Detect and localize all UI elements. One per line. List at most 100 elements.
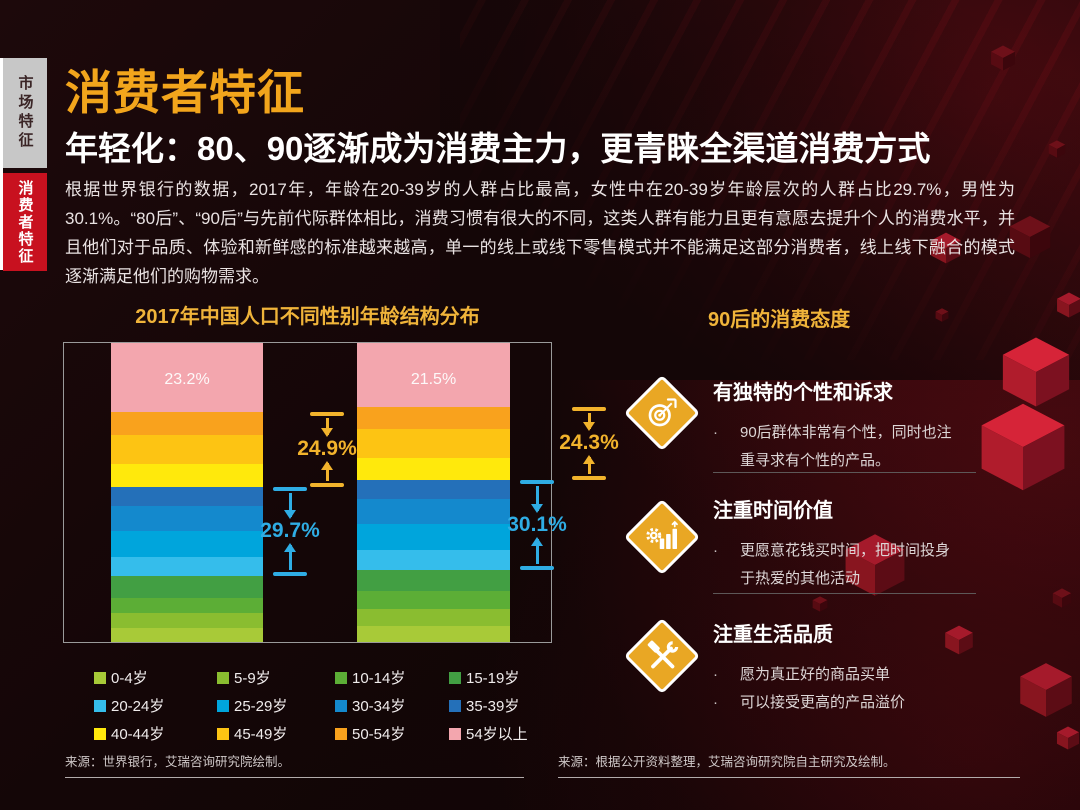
source-note-chart: 来源：世界银行，艾瑞咨询研究院绘制。 — [65, 755, 291, 769]
legend-label: 30-34岁 — [352, 698, 406, 715]
legend-label: 20-24岁 — [111, 698, 165, 715]
annotation-bracket-female-40-54: 24.9% — [295, 411, 359, 487]
legend-label: 35-39岁 — [466, 698, 520, 715]
annotation-value: 30.1% — [507, 513, 567, 537]
legend-item-45-49岁: 45-49岁 — [217, 722, 335, 745]
bullet-dot: · — [713, 694, 718, 711]
legend-swatch — [217, 727, 229, 740]
page-title: 消费者特征 — [65, 66, 305, 119]
bullet-item: · 更愿意花钱买时间，把时间投身于热爱的其他活动 — [713, 537, 983, 593]
arrow-up-icon — [288, 545, 292, 571]
sidebar-edge-strip — [0, 58, 3, 270]
cube-icon — [1048, 140, 1066, 158]
bar-segment-30-34岁 — [111, 505, 263, 532]
bar-segment-15-19岁 — [111, 575, 263, 598]
legend-swatch — [449, 699, 461, 712]
legend-item-10-14岁: 10-14岁 — [335, 666, 449, 689]
legend-label: 0-4岁 — [111, 670, 148, 687]
bracket-cap — [310, 411, 344, 416]
annotation-value: 24.9% — [297, 437, 357, 461]
bar-segment-50-54岁 — [111, 412, 263, 436]
attitude-heading: 有独特的个性和诉求 — [713, 382, 893, 404]
cube-icon — [1009, 215, 1051, 259]
legend-swatch — [335, 727, 347, 740]
attitude-divider — [713, 472, 976, 473]
legend-item-20-24岁: 20-24岁 — [94, 694, 217, 717]
cube-icon — [1002, 337, 1070, 407]
annotation-bracket-male-20-39: 30.1% — [505, 479, 569, 571]
bracket-cap — [310, 482, 344, 487]
annotation-bracket-female-20-39: 29.7% — [258, 486, 322, 577]
cube-icon — [845, 534, 905, 596]
bar-segment-25-29岁 — [357, 524, 510, 551]
bar-segment-20-24岁 — [111, 557, 263, 576]
annotation-value: 24.3% — [559, 431, 619, 455]
bar-female: 23.2% — [111, 343, 263, 642]
legend-item-25-29岁: 25-29岁 — [217, 694, 335, 717]
legend-label: 50-54岁 — [352, 726, 406, 743]
bar-segment-35-39岁 — [357, 479, 510, 500]
cube-icon — [1057, 292, 1080, 318]
attitude-bullets: · 更愿意花钱买时间，把时间投身于热爱的其他活动 — [713, 537, 983, 593]
legend-label: 45-49岁 — [234, 726, 288, 743]
bullet-dot: · — [713, 542, 718, 559]
arrow-up-icon — [587, 457, 591, 474]
attitude-item-time-value: 注重时间价值 · 更愿意花钱买时间，把时间投身于热爱的其他活动 — [623, 494, 983, 593]
legend-swatch — [449, 727, 461, 740]
legend-item-50-54岁: 50-54岁 — [335, 722, 449, 745]
bullet-item: · 90后群体非常有个性，同时也注重寻求有个性的产品。 — [713, 419, 983, 475]
attitude-heading: 注重生活品质 — [713, 624, 833, 646]
arrow-down-icon — [325, 417, 329, 436]
bracket-cap — [572, 406, 606, 411]
legend-item-30-34岁: 30-34岁 — [335, 694, 449, 717]
bar-segment-45-49岁 — [111, 435, 263, 464]
arrow-up-icon — [535, 539, 539, 565]
bar-segment-10-14岁 — [357, 590, 510, 610]
arrow-down-icon — [288, 492, 292, 518]
legend-swatch — [449, 671, 461, 684]
bar-segment-0-4岁 — [111, 628, 263, 642]
bar-segment-50-54岁 — [357, 407, 510, 430]
cube-icon — [1052, 588, 1072, 608]
legend-swatch — [94, 699, 106, 712]
tools-icon — [623, 617, 701, 695]
bar-segment-54岁以上 — [111, 343, 263, 413]
arrow-up-icon — [325, 463, 329, 481]
source-underline — [558, 777, 1020, 778]
legend-label: 5-9岁 — [234, 670, 271, 687]
bar-segment-20-24岁 — [357, 550, 510, 570]
bracket-cap — [520, 566, 554, 571]
bar-segment-5-9岁 — [357, 609, 510, 627]
legend-label: 25-29岁 — [234, 698, 288, 715]
bar-segment-40-44岁 — [357, 457, 510, 480]
legend-label: 10-14岁 — [352, 670, 406, 687]
legend-swatch — [335, 671, 347, 684]
legend-swatch — [335, 699, 347, 712]
attitude-item-personality: 有独特的个性和诉求 · 90后群体非常有个性，同时也注重寻求有个性的产品。 — [623, 374, 983, 475]
gear-bars-icon — [623, 498, 701, 576]
legend-swatch — [94, 671, 106, 684]
attitude-item-life-quality: 注重生活品质 · 愿为真正好的商品买单 · 可以接受更高的产品溢价 — [623, 617, 983, 717]
bullet-dot: · — [713, 666, 718, 683]
legend-item-40-44岁: 40-44岁 — [94, 722, 217, 745]
chart-legend: 0-4岁 5-9岁 10-14岁 15-19岁 20-24岁 25-29岁 30-34岁 35… — [94, 666, 569, 745]
legend-swatch — [217, 671, 229, 684]
bar-segment-10-14岁 — [111, 597, 263, 614]
annotation-bracket-male-40-54: 24.3% — [557, 406, 621, 480]
cube-icon — [1056, 726, 1080, 750]
bullet-item: · 可以接受更高的产品溢价 — [713, 689, 983, 717]
legend-item-5-9岁: 5-9岁 — [217, 666, 335, 689]
legend-label: 40-44岁 — [111, 726, 165, 743]
legend-item-0-4岁: 0-4岁 — [94, 666, 217, 689]
sidebar-tab-market[interactable]: 市场特征 — [3, 58, 47, 168]
dart-target-icon — [623, 374, 701, 452]
bar-segment-15-19岁 — [357, 569, 510, 591]
background-fade-decoration — [440, 0, 1080, 380]
bar-segment-25-29岁 — [111, 531, 263, 558]
bar-top-percentage: 21.5% — [410, 371, 457, 388]
sidebar-tab-consumer[interactable]: 消费者特征 — [3, 173, 47, 271]
bar-segment-5-9岁 — [111, 613, 263, 629]
attitude-bullets: · 愿为真正好的商品买单 · 可以接受更高的产品溢价 — [713, 661, 983, 717]
page-subtitle: 年轻化：80、90逐渐成为消费主力，更青睐全渠道消费方式 — [65, 130, 931, 167]
